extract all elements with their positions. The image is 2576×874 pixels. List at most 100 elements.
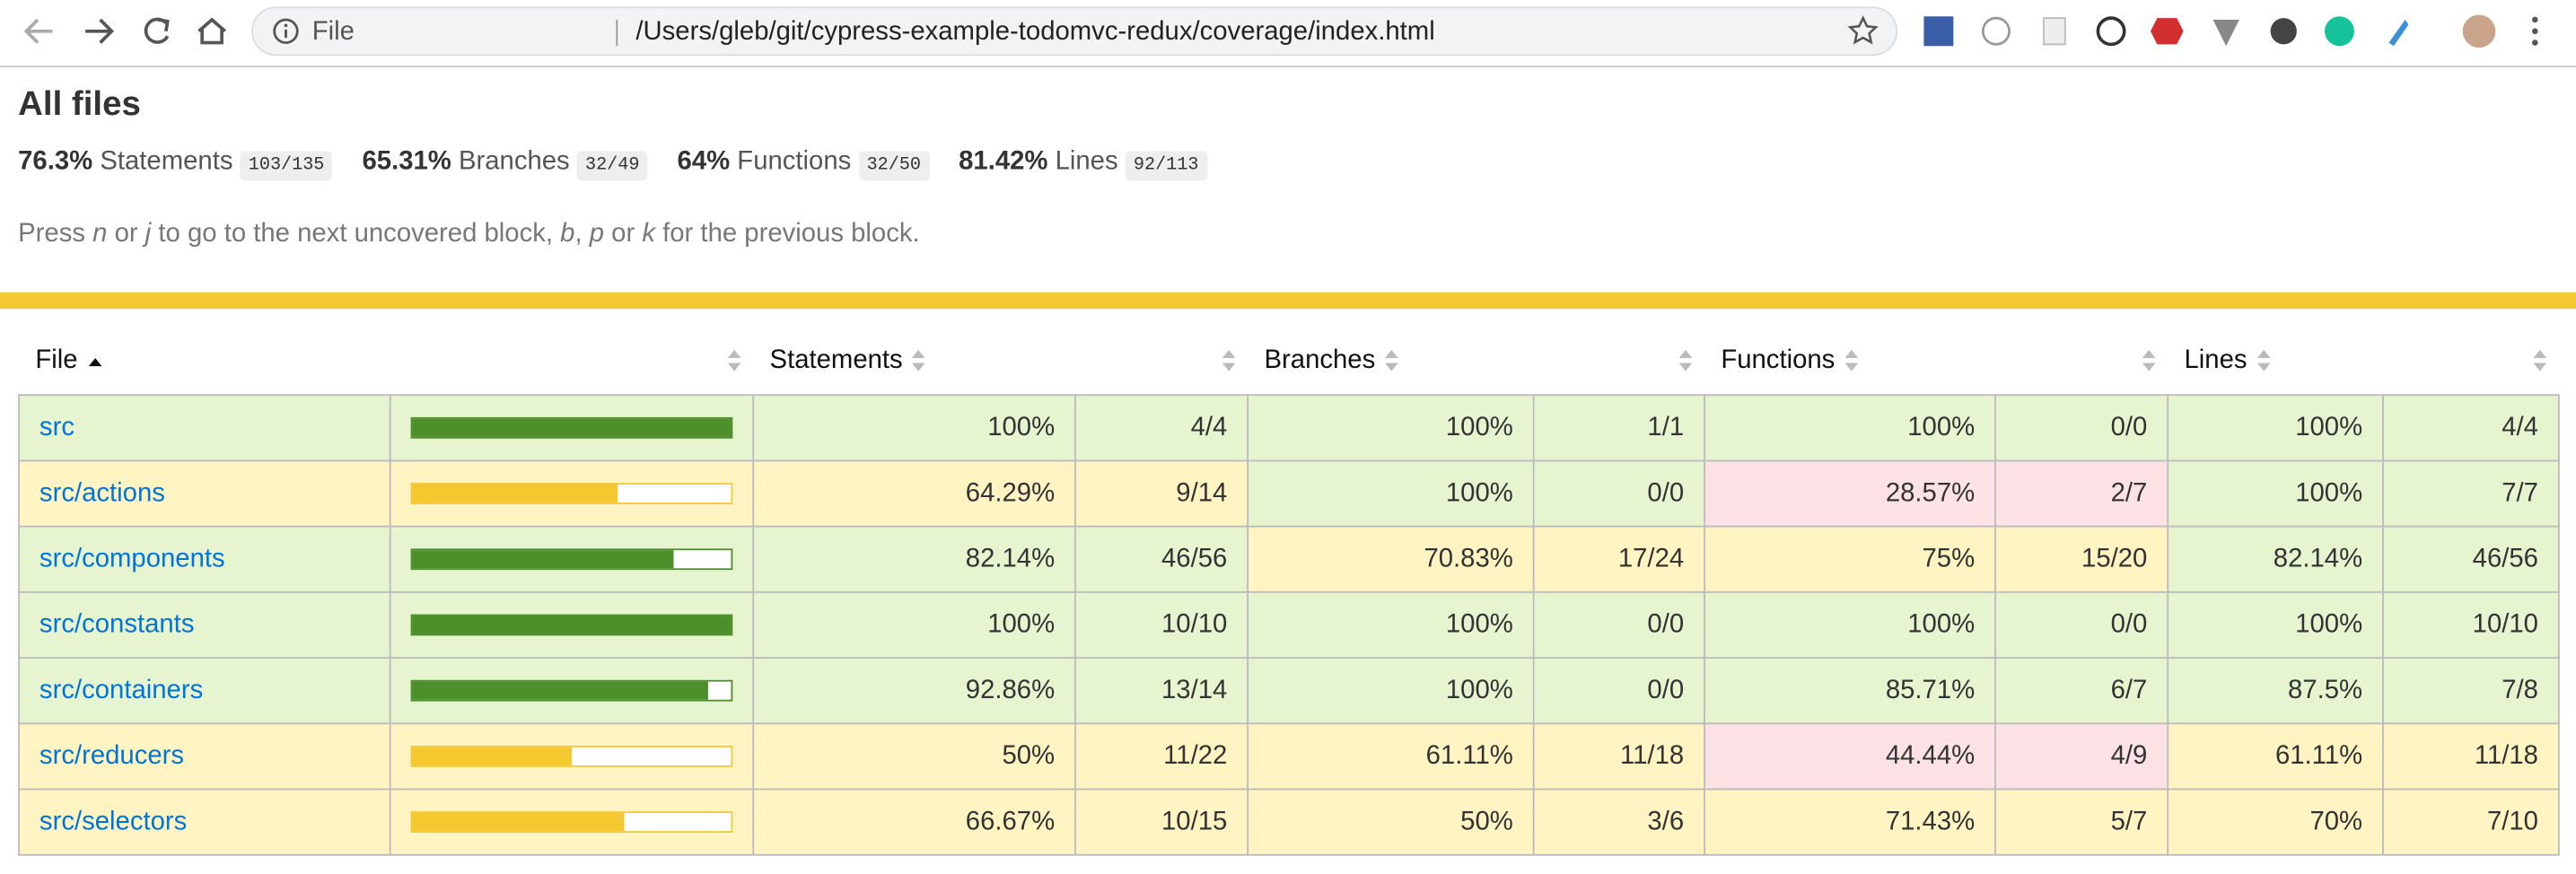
header-text: Branches	[1264, 346, 1376, 375]
info-icon	[273, 18, 299, 44]
column-header[interactable]: Lines	[2168, 328, 2383, 395]
summary-pct: 81.42%	[959, 147, 1048, 176]
column-header[interactable]: File	[19, 328, 390, 395]
summary-label: Functions	[737, 147, 852, 176]
key-hint: j	[145, 220, 152, 249]
fraction-cell: 7/10	[2382, 788, 2560, 856]
column-sorter[interactable]	[1995, 328, 2168, 395]
table-row: src 100% 4/4 100% 1/1 100% 0/0 100% 4/4	[18, 394, 2560, 462]
file-link[interactable]: src/constants	[39, 609, 195, 639]
coverage-fill	[412, 484, 618, 503]
coverage-bar	[410, 679, 733, 702]
pct-cell: 100%	[1247, 590, 1535, 659]
column-sorter[interactable]	[1075, 328, 1248, 395]
column-header[interactable]: Statements	[753, 328, 1075, 395]
summary-fraction: 92/113	[1125, 151, 1207, 181]
key-hint: k	[642, 220, 655, 249]
summary-fraction: 32/50	[858, 151, 930, 181]
pct-cell: 100%	[752, 394, 1076, 462]
bar-cell	[389, 394, 755, 462]
separator	[616, 19, 618, 47]
file-link[interactable]: src/containers	[39, 676, 204, 704]
table-body: src 100% 4/4 100% 1/1 100% 0/0 100% 4/4 src/actio…	[18, 394, 2560, 856]
fraction-cell: 4/4	[1074, 394, 1249, 462]
coverage-fill	[412, 616, 732, 634]
help-text: Press n or j to go to the next uncovered…	[18, 220, 919, 249]
sort-icon[interactable]	[1678, 350, 1692, 372]
sort-icon[interactable]	[1221, 350, 1235, 372]
fraction-cell: 7/7	[2382, 459, 2560, 528]
file-link[interactable]: src	[39, 413, 74, 441]
bar-cell	[389, 657, 755, 725]
coverage-fill	[412, 550, 675, 569]
pct-cell: 82.14%	[752, 525, 1076, 593]
pct-cell: 100%	[1704, 394, 1996, 462]
summary-item: 64% Functions 32/50	[678, 147, 930, 181]
file-link[interactable]: src/actions	[39, 478, 165, 507]
fraction-cell: 0/0	[1532, 459, 1705, 528]
file-link[interactable]: src/selectors	[39, 807, 188, 835]
address-bar[interactable]: File /Users/gleb/git/cypress-example-tod…	[251, 6, 1898, 57]
column-sorter[interactable]	[390, 328, 754, 395]
summary-label: Branches	[458, 147, 570, 176]
coverage-bar	[410, 614, 733, 636]
fraction-cell: 0/0	[1994, 394, 2169, 462]
fraction-cell: 9/14	[1074, 459, 1249, 528]
nav-buttons[interactable]	[0, 0, 247, 66]
coverage-fill	[412, 747, 572, 765]
header-text: Functions	[1721, 346, 1836, 375]
file-cell: src	[18, 394, 391, 462]
sort-icon[interactable]	[2256, 350, 2271, 372]
pct-cell: 61.11%	[2167, 722, 2384, 791]
bar-cell	[389, 788, 755, 856]
summary-label: Statements	[100, 147, 233, 176]
fraction-cell: 5/7	[1994, 788, 2169, 856]
pct-cell: 100%	[1704, 590, 1996, 659]
pct-cell: 70.83%	[1247, 525, 1535, 593]
bar-cell	[389, 722, 755, 791]
extensions[interactable]	[1915, 0, 2572, 66]
file-link[interactable]: src/reducers	[39, 741, 185, 770]
file-label: File	[311, 18, 355, 47]
column-header[interactable]: Functions	[1704, 328, 1995, 395]
pct-cell: 28.57%	[1704, 459, 1996, 528]
sort-icon[interactable]	[1844, 350, 1858, 372]
fraction-cell: 11/18	[1532, 722, 1705, 791]
summary-item: 65.31% Branches 32/49	[362, 147, 648, 181]
fraction-cell: 3/6	[1532, 788, 1705, 856]
column-header[interactable]: Branches	[1248, 328, 1533, 395]
sort-asc-icon[interactable]	[88, 354, 104, 368]
fraction-cell: 11/22	[1074, 722, 1249, 791]
sort-icon[interactable]	[1385, 350, 1398, 372]
column-sorter[interactable]	[2383, 328, 2559, 395]
help-part: or	[107, 220, 145, 249]
summary-item: 81.42% Lines 92/113	[959, 147, 1207, 181]
sort-icon[interactable]	[2532, 350, 2546, 372]
coverage-fill	[412, 813, 626, 832]
fraction-cell: 46/56	[1074, 525, 1249, 593]
file-cell: src/reducers	[18, 722, 391, 791]
sort-icon[interactable]	[912, 350, 926, 372]
file-link[interactable]: src/components	[39, 544, 225, 572]
fraction-cell: 17/24	[1532, 525, 1705, 593]
sort-icon[interactable]	[2141, 350, 2155, 372]
summary-fraction: 32/49	[576, 151, 648, 181]
fraction-cell: 46/56	[2382, 525, 2560, 593]
coverage-fill	[412, 681, 709, 700]
header-text: Statements	[769, 346, 903, 375]
table-row: src/selectors 66.67% 10/15 50% 3/6 71.43% 5/7 7…	[18, 788, 2560, 856]
file-cell: src/components	[18, 525, 391, 593]
bar-cell	[389, 525, 755, 593]
sort-icon[interactable]	[726, 350, 740, 372]
fraction-cell: 1/1	[1532, 394, 1705, 462]
table-row: src/constants 100% 10/10 100% 0/0 100% 0/0 100%…	[18, 590, 2560, 659]
file-cell: src/actions	[18, 459, 391, 528]
fraction-cell: 6/7	[1994, 657, 2169, 725]
fraction-cell: 10/10	[2382, 590, 2560, 659]
star-icon[interactable]	[1846, 14, 1879, 48]
column-sorter[interactable]	[1534, 328, 1704, 395]
pct-cell: 100%	[1247, 657, 1535, 725]
fraction-cell: 10/10	[1074, 590, 1249, 659]
pct-cell: 87.5%	[2167, 657, 2384, 725]
